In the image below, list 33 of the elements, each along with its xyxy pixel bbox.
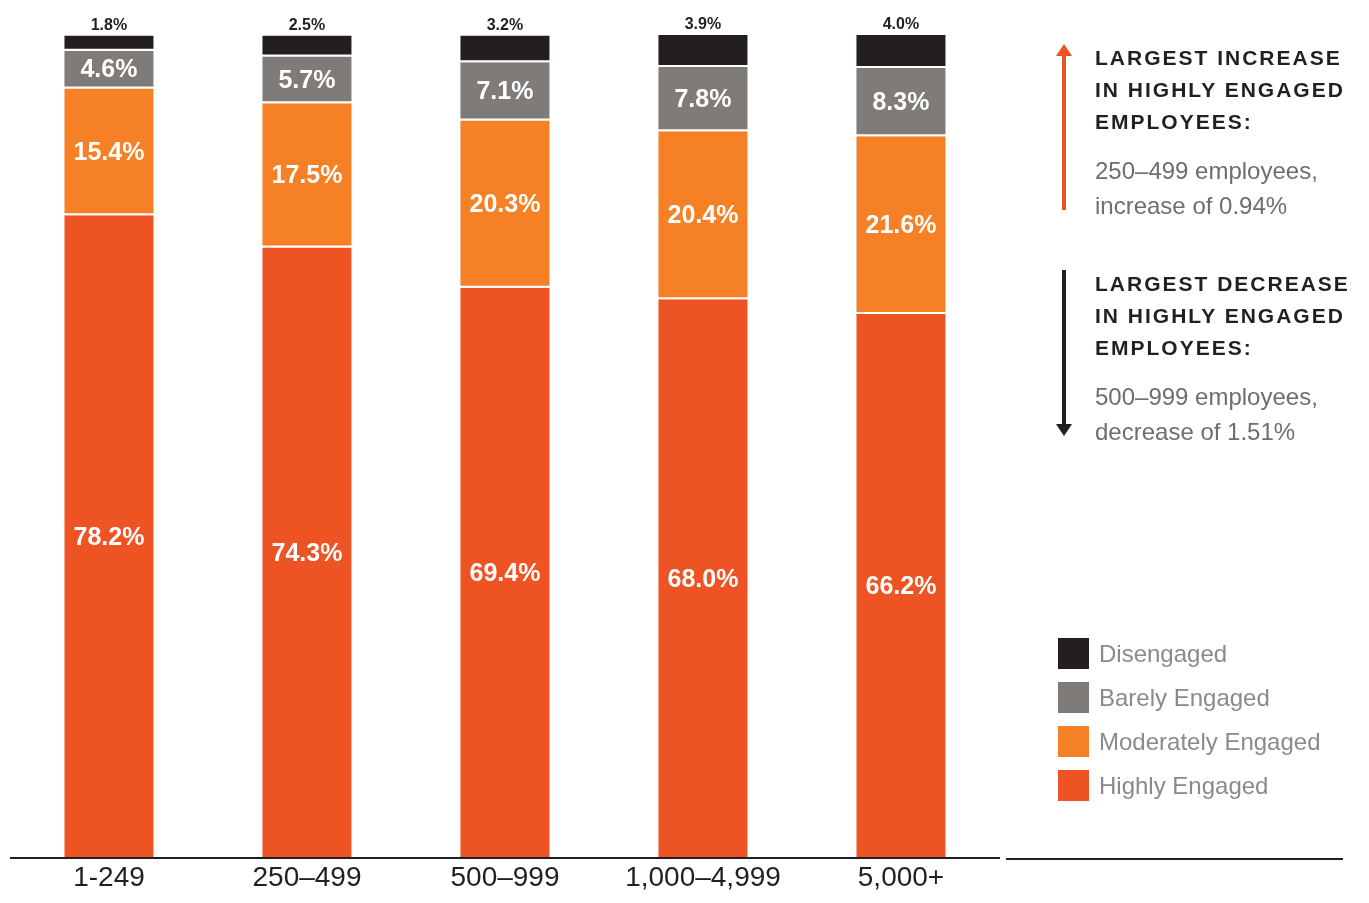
legend-label: Disengaged (1099, 639, 1228, 668)
x-tick-label: 5,000+ (857, 860, 945, 892)
data-label: 3.9% (684, 15, 722, 32)
data-label: 69.4% (469, 558, 541, 587)
data-label: 2.5% (288, 15, 326, 33)
x-tick-label: 1-249 (73, 860, 145, 892)
data-label: 20.4% (667, 200, 739, 229)
data-label: 20.3% (469, 189, 541, 218)
text: 250–499 employees, increase of 0.94% (1095, 156, 1319, 221)
legend-label: Moderately Engaged (1099, 727, 1321, 756)
data-label: 5.7% (278, 64, 336, 93)
x-tick-label: 250–499 (252, 860, 362, 892)
x-tick-label: 500–999 (450, 860, 560, 892)
data-label: 4.0% (882, 15, 920, 32)
data-label: 3.2% (486, 15, 524, 33)
data-label: 66.2% (865, 571, 937, 600)
data-label: 78.2% (73, 522, 145, 551)
data-label: 15.4% (73, 136, 145, 165)
data-label: 8.3% (872, 86, 930, 115)
data-label: 1.8% (90, 15, 128, 33)
legend-label: Highly Engaged (1099, 771, 1269, 800)
data-label: 7.8% (674, 84, 732, 113)
data-label: 17.5% (271, 160, 343, 189)
text: 500–999 employees, decrease of 1.51% (1095, 382, 1319, 447)
data-label: 21.6% (865, 210, 937, 239)
x-tick-label: 1,000–4,999 (625, 860, 781, 892)
data-label: 4.6% (80, 54, 138, 83)
text: LARGEST DECREASE IN HIGHLY ENGAGED EMPLOYEES: (1095, 271, 1351, 361)
data-label: 7.1% (476, 76, 534, 105)
data-label: 74.3% (271, 538, 343, 567)
data-label: 68.0% (667, 563, 739, 592)
text: LARGEST INCREASE IN HIGHLY ENGAGED EMPLOYEES: (1095, 45, 1346, 135)
legend-label: Barely Engaged (1099, 683, 1270, 712)
